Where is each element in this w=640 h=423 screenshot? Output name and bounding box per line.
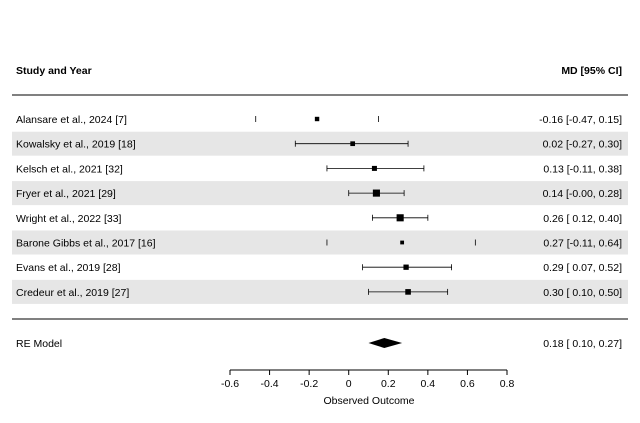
point-estimate [400,240,405,245]
point-estimate [314,116,320,122]
header-left: Study and Year [16,65,92,77]
study-ci-text: -0.16 [-0.47, 0.15] [539,114,622,126]
summary-diamond [368,338,403,348]
x-axis: -0.6 -0.4 -0.2 0 0.2 0.4 0.6 0.8 [221,369,515,390]
x-axis-title: Observed Outcome [323,395,414,407]
x-tick-label: 0.6 [460,378,475,390]
header-right: MD [95% CI] [561,65,622,77]
point-estimate [396,214,404,222]
x-tick-label: 0 [346,378,352,390]
study-label: Credeur et al., 2019 [27] [16,287,129,299]
study-ci-text: 0.14 [-0.00, 0.28] [543,188,622,200]
point-estimate [405,289,411,295]
row-band [12,181,628,206]
x-tick-label: 0.4 [421,378,436,390]
study-label: Alansare et al., 2024 [7] [16,114,127,126]
x-tick-label: -0.6 [221,378,239,390]
x-tick-label: 0.2 [381,378,396,390]
study-label: Kelsch et al., 2021 [32] [16,163,123,175]
study-ci-text: 0.02 [-0.27, 0.30] [543,139,622,151]
study-ci-text: 0.29 [ 0.07, 0.52] [543,262,622,274]
study-ci-text: 0.30 [ 0.10, 0.50] [543,287,622,299]
point-estimate [371,165,377,171]
study-rows: Alansare et al., 2024 [7] -0.16 [-0.47, 0… [12,114,628,304]
study-ci-text: 0.27 [-0.11, 0.64] [543,238,622,250]
x-tick-label: -0.4 [261,378,279,390]
study-label: Barone Gibbs et al., 2017 [16] [16,238,156,250]
point-estimate [350,141,356,147]
study-label: Fryer et al., 2021 [29] [16,188,116,200]
point-estimate [403,264,409,270]
x-tick-label: -0.2 [300,378,318,390]
study-label: Evans et al., 2019 [28] [16,262,121,274]
study-ci-text: 0.13 [-0.11, 0.38] [543,163,622,175]
summary-ci-text: 0.18 [ 0.10, 0.27] [543,338,622,350]
row-band [12,230,628,255]
point-estimate [372,189,380,197]
row-band [12,279,628,304]
summary-label: RE Model [16,338,62,350]
study-ci-text: 0.26 [ 0.12, 0.40] [543,213,622,225]
study-label: Wright et al., 2022 [33] [16,213,122,225]
x-tick-label: 0.8 [500,378,515,390]
study-label: Kowalsky et al., 2019 [18] [16,139,136,151]
